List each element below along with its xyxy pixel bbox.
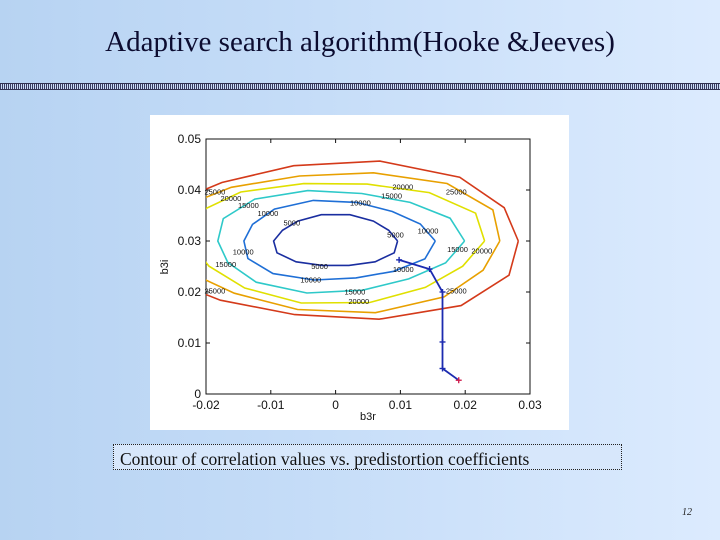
plot-axes-box bbox=[205, 138, 531, 395]
x-tick-label: 0.03 bbox=[518, 398, 542, 412]
slide-title: Adaptive search algorithm(Hooke &Jeeves) bbox=[105, 26, 615, 58]
contour-label: 10000 bbox=[393, 265, 414, 274]
contour-line bbox=[206, 171, 501, 314]
contour-label: 5000 bbox=[387, 230, 404, 239]
y-tick-label: 0.03 bbox=[178, 234, 202, 248]
contour-label: 25000 bbox=[446, 287, 467, 296]
figure-caption: Contour of correlation values vs. predis… bbox=[113, 444, 622, 470]
contour-label: 5000 bbox=[311, 262, 328, 271]
x-tick-label: -0.02 bbox=[192, 398, 220, 412]
y-tick-label: 0.02 bbox=[178, 285, 202, 299]
contour-labels: 5000 5000 5000 10000 10000 10000 10000 10000 100… bbox=[204, 183, 492, 307]
contour-label: 5000 bbox=[283, 219, 300, 228]
contour-label: 10000 bbox=[233, 247, 254, 256]
contour-label: 20000 bbox=[220, 194, 241, 203]
page-number: 12 bbox=[682, 507, 692, 518]
axis-ticks: -0.02 -0.01 0 0.01 0.02 0.03 0 0.01 0.02 0.03 0.04… bbox=[178, 132, 542, 412]
y-tick-label: 0.01 bbox=[178, 336, 202, 350]
contour-label: 15000 bbox=[344, 287, 365, 296]
contour-line bbox=[243, 199, 436, 281]
contour-label: 15000 bbox=[238, 201, 259, 210]
contour-lines bbox=[206, 160, 520, 321]
contour-line bbox=[206, 182, 486, 304]
contour-label: 15000 bbox=[447, 245, 468, 254]
contour-label: 25000 bbox=[204, 287, 225, 296]
contour-label: 20000 bbox=[348, 297, 369, 306]
search-path-line bbox=[398, 259, 460, 381]
x-tick-label: 0.02 bbox=[454, 398, 478, 412]
x-tick-label: 0.01 bbox=[389, 398, 413, 412]
search-path bbox=[396, 256, 462, 384]
contour-label: 10000 bbox=[300, 275, 321, 284]
x-axis-label: b3r bbox=[360, 411, 376, 423]
contour-label: 15000 bbox=[381, 192, 402, 201]
title-divider bbox=[0, 83, 720, 90]
contour-label: 20000 bbox=[471, 247, 492, 256]
y-tick-label: 0.04 bbox=[178, 183, 202, 197]
contour-plot-svg: 5000 5000 5000 10000 10000 10000 10000 10000 100… bbox=[159, 132, 542, 423]
contour-plot: 5000 5000 5000 10000 10000 10000 10000 10000 100… bbox=[150, 115, 569, 430]
contour-label: 15000 bbox=[215, 260, 236, 269]
y-tick-label: 0.05 bbox=[178, 132, 202, 146]
contour-label: 25000 bbox=[204, 187, 225, 196]
contour-label: 10000 bbox=[350, 199, 371, 208]
contour-line bbox=[206, 160, 520, 321]
y-tick-label: 0 bbox=[194, 387, 201, 401]
contour-label: 20000 bbox=[392, 183, 413, 192]
x-tick-label: 0 bbox=[332, 398, 339, 412]
x-tick-label: -0.01 bbox=[257, 398, 285, 412]
contour-label: 25000 bbox=[446, 187, 467, 196]
contour-line bbox=[216, 189, 466, 294]
contour-label: 10000 bbox=[257, 209, 278, 218]
y-axis-label: b3i bbox=[159, 260, 171, 275]
contour-label: 10000 bbox=[418, 227, 439, 236]
contour-line bbox=[272, 213, 399, 267]
